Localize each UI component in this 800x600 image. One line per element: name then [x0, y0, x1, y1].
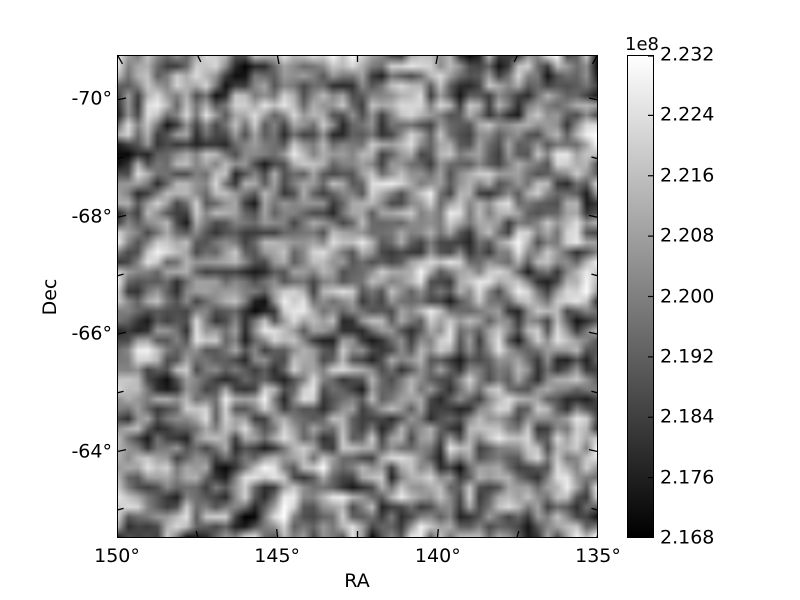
colorbar-tick-label: 2.168: [660, 526, 715, 549]
colorbar-gradient: [627, 55, 654, 538]
dec-tick-label: -66°: [71, 322, 112, 345]
colorbar-tick-label: 2.184: [660, 405, 715, 428]
ra-axis-label: RA: [344, 570, 370, 592]
ra-tick-label: 135°: [575, 545, 621, 567]
ra-tick-label: 140°: [414, 545, 461, 567]
colorbar-tick-label: 2.216: [660, 164, 715, 187]
sky-image: [118, 56, 597, 537]
ra-tick-label: 145°: [254, 545, 301, 567]
colorbar-tick-label: 2.224: [660, 103, 715, 126]
dec-tick-label: -64°: [71, 440, 112, 463]
colorbar-tick-label: 2.208: [660, 224, 715, 247]
ra-tick-label: 150°: [94, 545, 140, 567]
colorbar-tick-label: 2.192: [660, 345, 715, 368]
colorbar-tick-label: 2.232: [660, 43, 715, 66]
sky-image-axes[interactable]: [117, 55, 598, 538]
dec-axis-label: Dec: [39, 278, 61, 316]
dec-tick-label: -70°: [71, 87, 112, 110]
colorbar[interactable]: [627, 55, 654, 538]
colorbar-tick-label: 2.176: [660, 466, 715, 489]
colorbar-offset-text: 1e8: [625, 34, 659, 55]
dec-tick-label: -68°: [71, 205, 112, 228]
colorbar-tick-label: 2.200: [660, 285, 715, 307]
